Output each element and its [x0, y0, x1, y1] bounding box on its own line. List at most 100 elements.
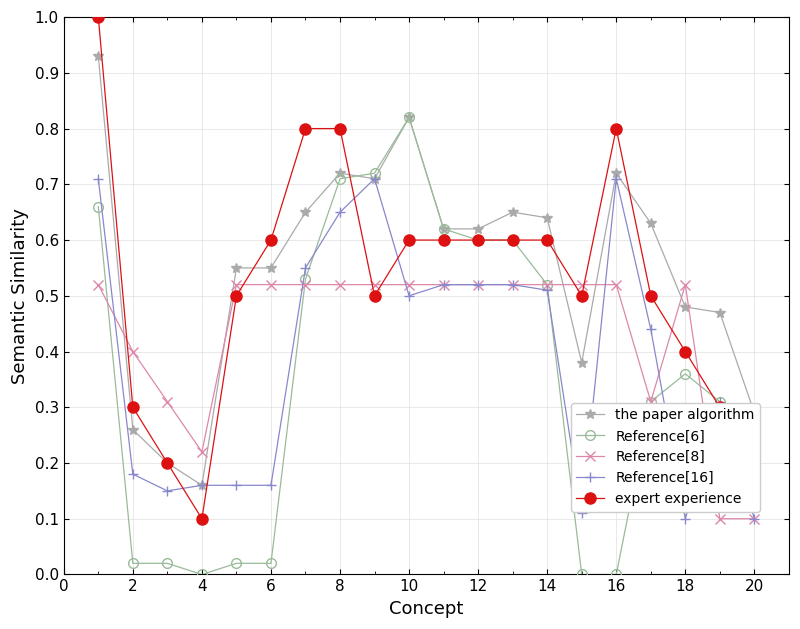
Reference[16]: [715, 398, 725, 406]
the paper algorithm: [197, 482, 206, 489]
Reference[16]: [301, 264, 310, 272]
Reference[6]: [542, 281, 552, 289]
expert experience: [542, 237, 552, 244]
the paper algorithm: [301, 208, 310, 216]
Reference[6]: [750, 459, 759, 467]
the paper algorithm: [750, 409, 759, 416]
Reference[6]: [438, 225, 448, 233]
Line: the paper algorithm: the paper algorithm: [94, 52, 759, 490]
expert experience: [162, 459, 172, 467]
Reference[16]: [197, 482, 206, 489]
Reference[8]: [197, 448, 206, 455]
expert experience: [266, 237, 276, 244]
Legend: the paper algorithm, Reference[6], Reference[8], Reference[16], expert experienc: the paper algorithm, Reference[6], Refer…: [571, 403, 760, 512]
the paper algorithm: [94, 52, 103, 60]
Reference[16]: [646, 325, 655, 333]
Reference[6]: [715, 398, 725, 406]
the paper algorithm: [508, 208, 518, 216]
Reference[8]: [162, 398, 172, 406]
Reference[16]: [508, 281, 518, 289]
Reference[8]: [577, 281, 586, 289]
Reference[6]: [162, 560, 172, 567]
Reference[16]: [611, 175, 621, 182]
expert experience: [404, 237, 414, 244]
Line: Reference[6]: Reference[6]: [94, 113, 759, 579]
expert experience: [646, 292, 655, 299]
Reference[16]: [438, 281, 448, 289]
X-axis label: Concept: Concept: [389, 600, 463, 618]
the paper algorithm: [232, 264, 242, 272]
the paper algorithm: [611, 169, 621, 177]
Reference[6]: [335, 175, 345, 182]
Reference[16]: [266, 482, 276, 489]
Reference[16]: [681, 515, 690, 523]
Reference[8]: [404, 281, 414, 289]
the paper algorithm: [646, 220, 655, 227]
the paper algorithm: [438, 225, 448, 233]
Reference[8]: [681, 281, 690, 289]
the paper algorithm: [577, 359, 586, 367]
Reference[6]: [266, 560, 276, 567]
Line: Reference[8]: Reference[8]: [94, 280, 759, 523]
Reference[8]: [715, 515, 725, 523]
Reference[8]: [232, 281, 242, 289]
Reference[8]: [128, 348, 138, 355]
Reference[16]: [370, 175, 379, 182]
Reference[8]: [750, 515, 759, 523]
expert experience: [232, 292, 242, 299]
Reference[16]: [335, 208, 345, 216]
Reference[6]: [94, 203, 103, 210]
Reference[6]: [508, 237, 518, 244]
the paper algorithm: [266, 264, 276, 272]
Line: expert experience: expert experience: [93, 11, 760, 525]
Reference[16]: [94, 175, 103, 182]
Reference[16]: [542, 286, 552, 294]
the paper algorithm: [404, 114, 414, 121]
Reference[8]: [508, 281, 518, 289]
Reference[8]: [474, 281, 483, 289]
Reference[8]: [370, 281, 379, 289]
Reference[16]: [750, 515, 759, 523]
Reference[6]: [646, 398, 655, 406]
Reference[6]: [404, 114, 414, 121]
Reference[8]: [438, 281, 448, 289]
the paper algorithm: [335, 169, 345, 177]
Reference[8]: [94, 281, 103, 289]
Reference[16]: [474, 281, 483, 289]
Reference[6]: [128, 560, 138, 567]
Reference[6]: [681, 370, 690, 377]
expert experience: [370, 292, 379, 299]
the paper algorithm: [370, 175, 379, 182]
Reference[16]: [128, 470, 138, 478]
Reference[6]: [370, 169, 379, 177]
the paper algorithm: [542, 214, 552, 221]
expert experience: [128, 403, 138, 411]
the paper algorithm: [128, 426, 138, 433]
Reference[6]: [611, 571, 621, 578]
the paper algorithm: [162, 459, 172, 467]
Reference[8]: [611, 281, 621, 289]
the paper algorithm: [715, 309, 725, 316]
expert experience: [335, 125, 345, 132]
Reference[16]: [232, 482, 242, 489]
Reference[6]: [474, 237, 483, 244]
Reference[6]: [232, 560, 242, 567]
expert experience: [197, 515, 206, 523]
Reference[16]: [404, 292, 414, 299]
expert experience: [474, 237, 483, 244]
expert experience: [94, 13, 103, 21]
Y-axis label: Semantic Similarity: Semantic Similarity: [11, 208, 29, 384]
expert experience: [611, 125, 621, 132]
Reference[8]: [646, 398, 655, 406]
Reference[8]: [301, 281, 310, 289]
expert experience: [750, 459, 759, 467]
expert experience: [715, 403, 725, 411]
Reference[6]: [301, 276, 310, 283]
Reference[8]: [335, 281, 345, 289]
Reference[6]: [577, 571, 586, 578]
Reference[6]: [197, 571, 206, 578]
expert experience: [577, 292, 586, 299]
expert experience: [508, 237, 518, 244]
expert experience: [438, 237, 448, 244]
Reference[8]: [266, 281, 276, 289]
